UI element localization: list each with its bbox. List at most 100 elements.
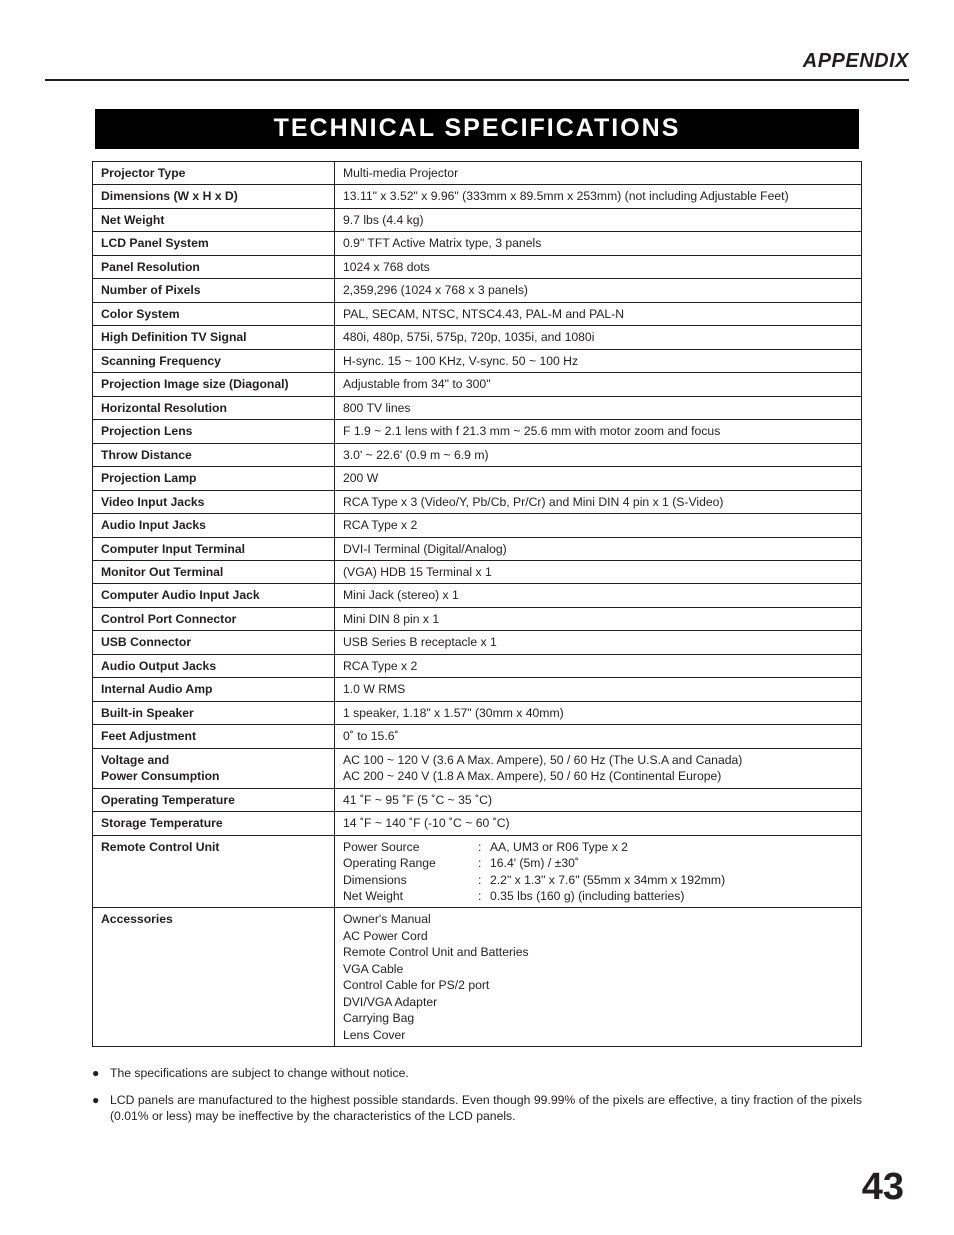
spec-value: F 1.9 ~ 2.1 lens with f 21.3 mm ~ 25.6 m… bbox=[335, 420, 862, 443]
page-number: 43 bbox=[862, 1166, 904, 1209]
spec-label: Voltage andPower Consumption bbox=[93, 748, 335, 788]
spec-label: Control Port Connector bbox=[93, 607, 335, 630]
spec-value: Mini Jack (stereo) x 1 bbox=[335, 584, 862, 607]
bullet-icon: ● bbox=[92, 1092, 110, 1125]
spec-label: Projection Lamp bbox=[93, 467, 335, 490]
spec-value: Multi-media Projector bbox=[335, 162, 862, 185]
footnotes: ●The specifications are subject to chang… bbox=[92, 1065, 862, 1124]
table-row: Control Port ConnectorMini DIN 8 pin x 1 bbox=[93, 607, 862, 630]
spec-label: Operating Temperature bbox=[93, 788, 335, 811]
spec-value: 480i, 480p, 575i, 575p, 720p, 1035i, and… bbox=[335, 326, 862, 349]
spec-label: Throw Distance bbox=[93, 443, 335, 466]
colon: : bbox=[478, 888, 490, 904]
spec-label: Internal Audio Amp bbox=[93, 678, 335, 701]
footnote-text: LCD panels are manufactured to the highe… bbox=[110, 1092, 862, 1125]
page-number-text: 43 bbox=[862, 1166, 904, 1208]
table-row: Computer Input TerminalDVI-I Terminal (D… bbox=[93, 537, 862, 560]
accessory-item: Carrying Bag bbox=[343, 1010, 855, 1026]
spec-label: Dimensions (W x H x D) bbox=[93, 185, 335, 208]
spec-value: Power Source:AA, UM3 or R06 Type x 2Oper… bbox=[335, 835, 862, 908]
accessory-item: DVI/VGA Adapter bbox=[343, 994, 855, 1010]
table-row: Internal Audio Amp1.0 W RMS bbox=[93, 678, 862, 701]
spec-value: Adjustable from 34" to 300" bbox=[335, 373, 862, 396]
table-row: Projector TypeMulti-media Projector bbox=[93, 162, 862, 185]
spec-label: Horizontal Resolution bbox=[93, 396, 335, 419]
footnote: ●The specifications are subject to chang… bbox=[92, 1065, 862, 1081]
table-row: Panel Resolution1024 x 768 dots bbox=[93, 255, 862, 278]
spec-value: (VGA) HDB 15 Terminal x 1 bbox=[335, 560, 862, 583]
colon: : bbox=[478, 839, 490, 855]
spec-value: PAL, SECAM, NTSC, NTSC4.43, PAL-M and PA… bbox=[335, 302, 862, 325]
remote-key: Dimensions bbox=[343, 872, 478, 888]
spec-value: 3.0' ~ 22.6' (0.9 m ~ 6.9 m) bbox=[335, 443, 862, 466]
spec-value: 2,359,296 (1024 x 768 x 3 panels) bbox=[335, 279, 862, 302]
spec-label: Projection Image size (Diagonal) bbox=[93, 373, 335, 396]
spec-label: Storage Temperature bbox=[93, 812, 335, 835]
spec-label: Computer Audio Input Jack bbox=[93, 584, 335, 607]
spec-value: Mini DIN 8 pin x 1 bbox=[335, 607, 862, 630]
table-row: High Definition TV Signal480i, 480p, 575… bbox=[93, 326, 862, 349]
table-row: Audio Input JacksRCA Type x 2 bbox=[93, 514, 862, 537]
spec-value: 14 ˚F ~ 140 ˚F (-10 ˚C ~ 60 ˚C) bbox=[335, 812, 862, 835]
spec-label: Projection Lens bbox=[93, 420, 335, 443]
accessory-item: Lens Cover bbox=[343, 1027, 855, 1043]
table-row: AccessoriesOwner's ManualAC Power CordRe… bbox=[93, 908, 862, 1047]
footnote-text: The specifications are subject to change… bbox=[110, 1065, 862, 1081]
spec-value: 800 TV lines bbox=[335, 396, 862, 419]
remote-value: 16.4' (5m) / ±30˚ bbox=[490, 855, 579, 871]
spec-value: USB Series B receptacle x 1 bbox=[335, 631, 862, 654]
page-title-bar: TECHNICAL SPECIFICATIONS bbox=[95, 109, 859, 149]
page-title-text: TECHNICAL SPECIFICATIONS bbox=[274, 114, 681, 142]
remote-key: Operating Range bbox=[343, 855, 478, 871]
spec-label: LCD Panel System bbox=[93, 232, 335, 255]
spec-value: 41 ˚F ~ 95 ˚F (5 ˚C ~ 35 ˚C) bbox=[335, 788, 862, 811]
table-row: Computer Audio Input JackMini Jack (ster… bbox=[93, 584, 862, 607]
spec-value: 13.11" x 3.52" x 9.96" (333mm x 89.5mm x… bbox=[335, 185, 862, 208]
table-row: Horizontal Resolution800 TV lines bbox=[93, 396, 862, 419]
accessory-item: Control Cable for PS/2 port bbox=[343, 977, 855, 993]
spec-value: 1024 x 768 dots bbox=[335, 255, 862, 278]
table-row: Dimensions (W x H x D)13.11" x 3.52" x 9… bbox=[93, 185, 862, 208]
table-row: USB ConnectorUSB Series B receptacle x 1 bbox=[93, 631, 862, 654]
spec-label: Feet Adjustment bbox=[93, 725, 335, 748]
spec-label: Monitor Out Terminal bbox=[93, 560, 335, 583]
spec-value: RCA Type x 3 (Video/Y, Pb/Cb, Pr/Cr) and… bbox=[335, 490, 862, 513]
spec-value: AC 100 ~ 120 V (3.6 A Max. Ampere), 50 /… bbox=[335, 748, 862, 788]
section-header-text: APPENDIX bbox=[803, 50, 909, 72]
table-row: Video Input JacksRCA Type x 3 (Video/Y, … bbox=[93, 490, 862, 513]
table-row: Feet Adjustment0˚ to 15.6˚ bbox=[93, 725, 862, 748]
table-row: Projection Lamp200 W bbox=[93, 467, 862, 490]
spec-value: RCA Type x 2 bbox=[335, 514, 862, 537]
table-row: Storage Temperature14 ˚F ~ 140 ˚F (-10 ˚… bbox=[93, 812, 862, 835]
remote-value: 2.2" x 1.3" x 7.6" (55mm x 34mm x 192mm) bbox=[490, 872, 725, 888]
table-row: Projection Image size (Diagonal)Adjustab… bbox=[93, 373, 862, 396]
spec-label: Number of Pixels bbox=[93, 279, 335, 302]
table-row: Projection LensF 1.9 ~ 2.1 lens with f 2… bbox=[93, 420, 862, 443]
accessory-item: Owner's Manual bbox=[343, 911, 855, 927]
spec-value: 0.9" TFT Active Matrix type, 3 panels bbox=[335, 232, 862, 255]
footnote: ●LCD panels are manufactured to the high… bbox=[92, 1092, 862, 1125]
spec-value: 1.0 W RMS bbox=[335, 678, 862, 701]
table-row: Operating Temperature41 ˚F ~ 95 ˚F (5 ˚C… bbox=[93, 788, 862, 811]
spec-label: Built-in Speaker bbox=[93, 701, 335, 724]
table-row: Net Weight9.7 lbs (4.4 kg) bbox=[93, 208, 862, 231]
remote-value: 0.35 lbs (160 g) (including batteries) bbox=[490, 888, 684, 904]
table-row: Remote Control UnitPower Source:AA, UM3 … bbox=[93, 835, 862, 908]
table-row: Color SystemPAL, SECAM, NTSC, NTSC4.43, … bbox=[93, 302, 862, 325]
section-header: APPENDIX bbox=[45, 50, 909, 81]
spec-value: Owner's ManualAC Power CordRemote Contro… bbox=[335, 908, 862, 1047]
spec-label: Audio Output Jacks bbox=[93, 654, 335, 677]
spec-label: Panel Resolution bbox=[93, 255, 335, 278]
table-row: Audio Output JacksRCA Type x 2 bbox=[93, 654, 862, 677]
remote-spec-line: Operating Range:16.4' (5m) / ±30˚ bbox=[343, 855, 855, 871]
remote-spec-line: Net Weight:0.35 lbs (160 g) (including b… bbox=[343, 888, 855, 904]
remote-value: AA, UM3 or R06 Type x 2 bbox=[490, 839, 628, 855]
spec-label: Video Input Jacks bbox=[93, 490, 335, 513]
remote-key: Power Source bbox=[343, 839, 478, 855]
spec-label: Projector Type bbox=[93, 162, 335, 185]
spec-label: Remote Control Unit bbox=[93, 835, 335, 908]
spec-label: Net Weight bbox=[93, 208, 335, 231]
spec-value: 1 speaker, 1.18" x 1.57" (30mm x 40mm) bbox=[335, 701, 862, 724]
spec-label: Scanning Frequency bbox=[93, 349, 335, 372]
remote-key: Net Weight bbox=[343, 888, 478, 904]
